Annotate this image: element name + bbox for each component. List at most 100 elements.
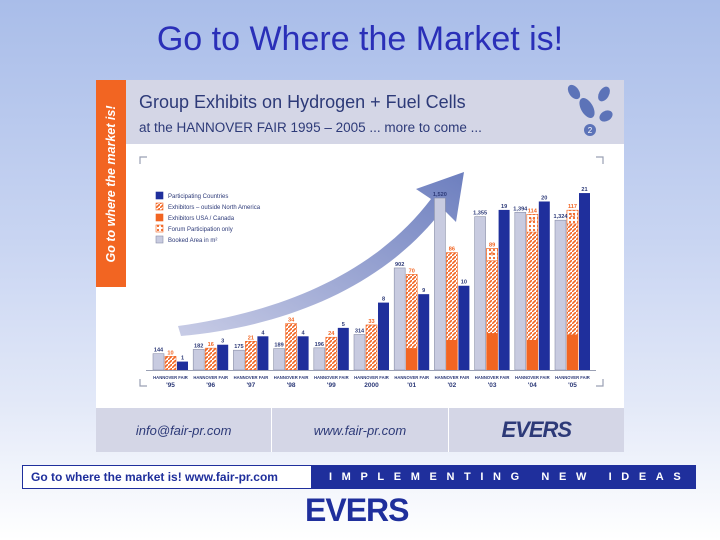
tagline-letter: N <box>446 471 455 483</box>
label-countries: 20 <box>541 195 547 201</box>
label-countries: 3 <box>221 339 224 345</box>
label-exhibitors: 86 <box>449 247 455 253</box>
chart-panel: Go to where the market is! Group Exhibit… <box>96 80 624 452</box>
label-forum: 13 <box>570 213 576 219</box>
tagline-letter: N <box>541 471 550 483</box>
bar-exhibitors-outside-na <box>204 347 217 371</box>
bar-participating-countries <box>538 201 550 370</box>
bar-participating-countries <box>458 285 470 370</box>
bar-participating-countries <box>579 193 590 370</box>
corner-brackets <box>139 156 604 387</box>
label-booked-area: 196 <box>315 342 324 348</box>
x-tick-year: '01 <box>407 382 416 389</box>
bar-exhibitors-outside-na <box>285 323 297 371</box>
tagline-letter: E <box>429 471 437 483</box>
footer-email[interactable]: info@fair-pr.com <box>96 408 273 452</box>
label-exhibitors: 117 <box>568 204 577 210</box>
legend-label: Forum Participation only <box>168 227 233 233</box>
label-exhibitors: 24 <box>328 331 335 337</box>
bar-booked-area <box>434 197 446 371</box>
x-tick-year: '04 <box>528 382 537 389</box>
tagline-letter: P <box>360 471 368 483</box>
bottom-bar-left[interactable]: Go to where the market is! www.fair-pr.c… <box>23 466 311 488</box>
label-booked-area: 175 <box>234 344 243 350</box>
tagline-letter: I <box>480 471 484 483</box>
label-booked-area: 902 <box>395 262 404 268</box>
tagline-letter: E <box>393 471 402 483</box>
bottom-logo-text: EVERS <box>305 492 409 528</box>
x-tick-label: HANNOVER FAIR <box>234 375 269 380</box>
bar-booked-area <box>514 211 527 371</box>
tagline-letter: M <box>410 471 420 483</box>
legend-swatch <box>155 191 164 200</box>
x-tick-label: HANNOVER FAIR <box>515 375 550 380</box>
chart-bars <box>152 193 590 371</box>
x-tick-year: '98 <box>287 382 296 389</box>
side-strip: Go to where the market is! <box>96 80 126 287</box>
tagline-letter: I <box>329 471 333 483</box>
tagline-letter: S <box>673 471 681 483</box>
bar-participating-countries <box>297 336 309 370</box>
footer-website[interactable]: www.fair-pr.com <box>272 408 449 452</box>
bar-participating-countries <box>177 361 188 370</box>
bar-booked-area <box>192 349 205 371</box>
legend-label: Booked Area in m² <box>168 238 217 244</box>
bar-exhibitors-outside-na <box>325 336 338 371</box>
chart-title: Group Exhibits on Hydrogen + Fuel Cells <box>139 92 466 112</box>
label-exhibitors: 34 <box>288 318 295 324</box>
tagline-letter: A <box>655 471 664 483</box>
tagline-letter: G <box>510 471 520 483</box>
x-tick-label: HANNOVER FAIR <box>475 375 510 380</box>
label-exhibitors: 33 <box>368 319 374 325</box>
molecule-icon: 2 <box>567 84 613 136</box>
label-countries: 19 <box>501 204 507 210</box>
svg-text:2: 2 <box>588 126 593 135</box>
label-countries: 4 <box>302 330 306 336</box>
label-forum: 9 <box>491 251 494 257</box>
x-tick-year: 2000 <box>364 382 379 389</box>
label-countries: 5 <box>342 322 345 328</box>
legend-label: Participating Countries <box>168 194 228 200</box>
x-tick-label: HANNOVER FAIR <box>153 375 188 380</box>
bar-forum-participation <box>526 214 539 233</box>
bar-exhibitors-usa-canada <box>567 334 578 370</box>
x-tick-label: HANNOVER FAIR <box>435 375 470 380</box>
bar-booked-area <box>554 219 567 371</box>
chart-header: Group Exhibits on Hydrogen + Fuel Cells … <box>126 80 624 144</box>
bar-participating-countries <box>337 327 349 370</box>
tagline-letter: D <box>621 471 630 483</box>
tagline-letter: E <box>638 471 647 483</box>
tagline-letter: L <box>377 471 385 483</box>
x-tick-label: HANNOVER FAIR <box>274 375 309 380</box>
x-tick-year: '03 <box>488 382 497 389</box>
bar-exhibitors-usa-canada <box>526 339 538 370</box>
bar-booked-area <box>393 267 406 371</box>
chart-legend: Participating Countries Exhibitors – outs… <box>155 191 261 244</box>
label-exhibitors: 114 <box>528 208 538 214</box>
x-tick-label: HANNOVER FAIR <box>354 375 389 380</box>
tagline-letter <box>529 471 532 483</box>
legend-swatch <box>155 235 164 244</box>
x-tick-year: '97 <box>247 382 256 389</box>
bottom-bar: Go to where the market is! www.fair-pr.c… <box>22 465 696 489</box>
tagline-letter: E <box>558 471 567 483</box>
tagline-letter: I <box>608 471 612 483</box>
x-tick-label: HANNOVER FAIR <box>193 375 228 380</box>
bar-booked-area <box>273 348 285 371</box>
x-tick-label: HANNOVER FAIR <box>394 375 429 380</box>
bar-participating-countries <box>257 336 269 370</box>
x-tick-year: '99 <box>327 382 336 389</box>
bar-participating-countries <box>378 302 389 370</box>
bar-exhibitors-outside-na <box>245 341 257 371</box>
label-booked-area: 144 <box>154 348 164 354</box>
x-tick-year: '96 <box>206 382 215 389</box>
legend-label: Exhibitors – outside North America <box>168 205 261 211</box>
label-countries: 4 <box>261 330 265 336</box>
bar-booked-area <box>353 334 366 371</box>
x-tick-label: HANNOVER FAIR <box>555 375 590 380</box>
growth-arrow <box>178 172 464 336</box>
bar-booked-area <box>152 353 165 371</box>
tagline-letter: N <box>493 471 501 483</box>
legend-swatch <box>155 224 164 233</box>
